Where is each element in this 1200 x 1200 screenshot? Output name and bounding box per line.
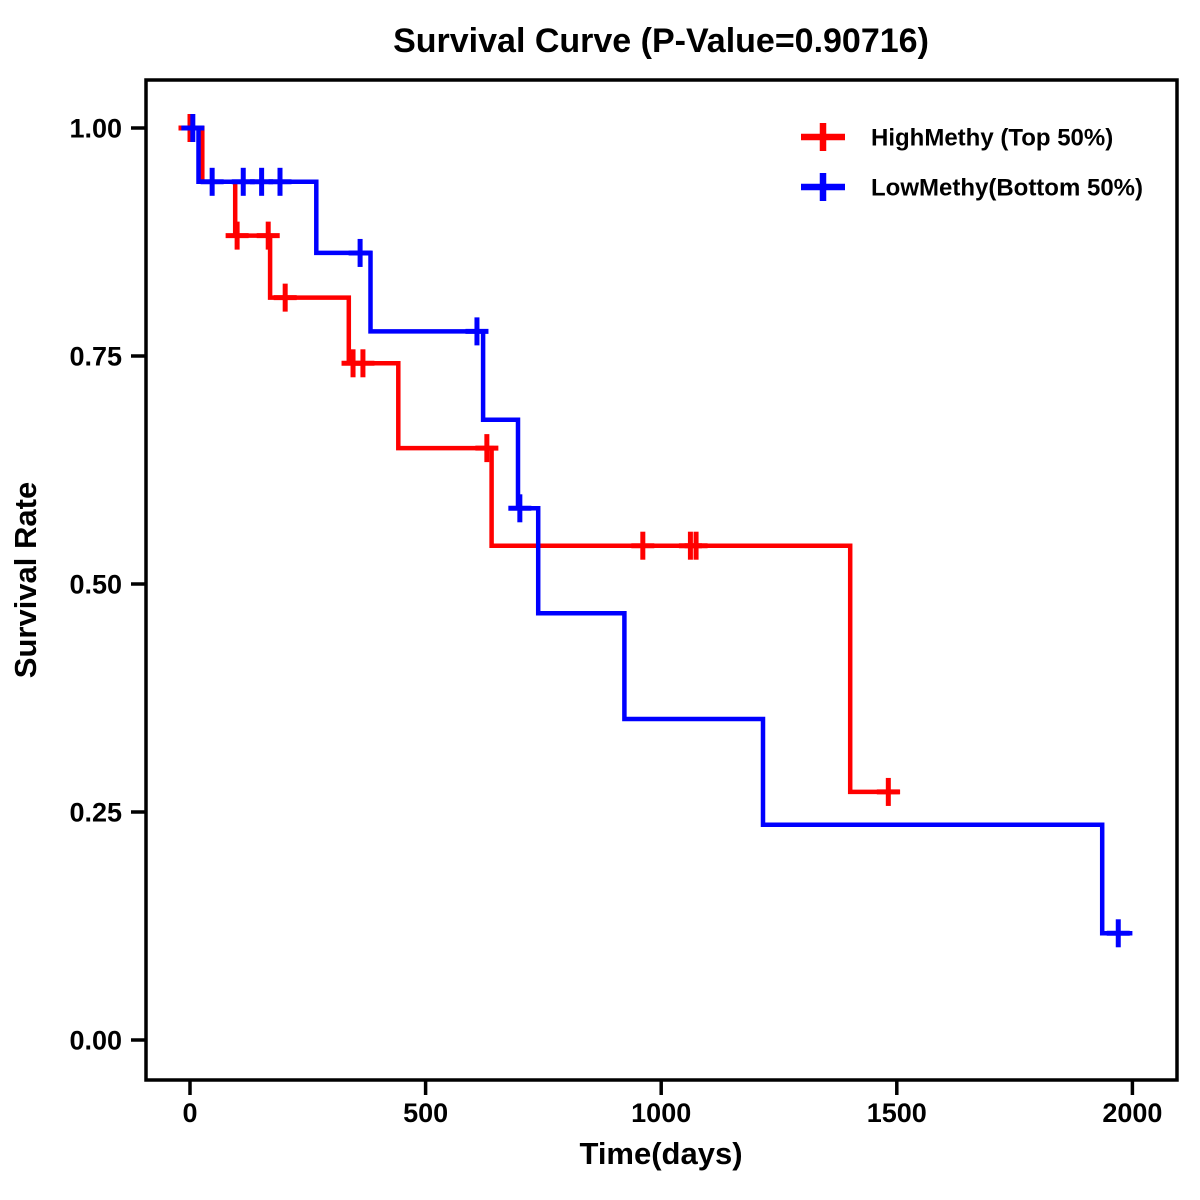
y-tick-label: 0.50 [69, 570, 122, 600]
legend-label: LowMethy(Bottom 50%) [871, 175, 1143, 202]
legend-label: HighMethy (Top 50%) [871, 125, 1113, 152]
series-curves [190, 125, 1133, 936]
survival-curve-1 [190, 125, 1133, 936]
y-tick-label: 0.00 [69, 1026, 122, 1056]
y-axis-label: Survival Rate [8, 482, 43, 678]
plot-frame [144, 78, 1179, 1082]
y-tick-label: 0.75 [69, 342, 122, 372]
x-tick-label: 500 [403, 1098, 448, 1128]
x-tick-label: 1500 [867, 1098, 927, 1128]
x-tick-label: 2000 [1102, 1098, 1162, 1128]
x-tick-label: 1000 [631, 1098, 691, 1128]
x-tick-label: 0 [182, 1098, 197, 1128]
censor-marks [178, 114, 1130, 948]
y-tick-label: 1.00 [69, 114, 122, 144]
legend: HighMethy (Top 50%) LowMethy(Bottom 50%) [801, 123, 1143, 202]
x-axis-label: Time(days) [579, 1136, 742, 1171]
y-tick-label: 0.25 [69, 798, 122, 828]
chart-title: Survival Curve (P-Value=0.90716) [393, 22, 929, 60]
axis-ticks: 0.00 0.25 0.50 0.75 1.00 0 500 1000 1500 2000 [69, 114, 1162, 1129]
survival-curve-0 [190, 125, 901, 795]
